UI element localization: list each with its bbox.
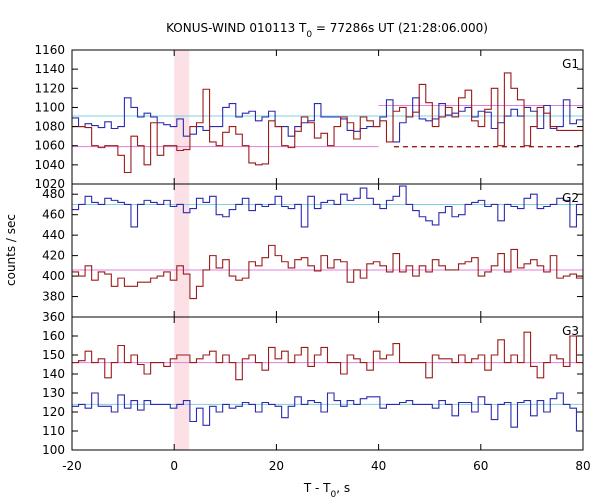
y-tick-label: 360 [42, 310, 65, 324]
y-tick-label: 1060 [34, 139, 65, 153]
panel-label: G1 [562, 57, 579, 71]
y-tick-label: 130 [42, 386, 65, 400]
panel-label: G3 [562, 324, 579, 338]
y-tick-label: 1020 [34, 177, 65, 191]
y-tick-label: 480 [42, 187, 65, 201]
panel-g1: 1020 1040 1060 1080 1100 1120 1140 1160 G1 [34, 43, 584, 191]
series-red-step-line [72, 244, 583, 300]
y-tick-label: 150 [42, 348, 65, 362]
highlight-band-rect [174, 50, 190, 450]
y-tick-label: 460 [42, 208, 65, 222]
x-tick-label: 20 [269, 459, 284, 473]
panel-g2: 360 380 400 420 440 460 480 G2 [42, 183, 584, 324]
y-tick-label: 1080 [34, 120, 65, 134]
panel-label: G2 [562, 191, 579, 205]
y-tick-label: 1160 [34, 43, 65, 57]
y-tick-label: 1100 [34, 100, 65, 114]
series-blue-step-line [72, 392, 583, 432]
panels: 10201040106010801100112011401160G1360380… [34, 43, 590, 473]
y-tick-label: 400 [42, 269, 65, 283]
x-tick-label: -20 [62, 459, 82, 473]
panel-frame [71, 316, 584, 451]
x-axis-label: T - T0, s [303, 481, 350, 500]
y-tick-label: 100 [42, 443, 65, 457]
series-blue-step-line [72, 185, 583, 228]
x-tick-label: 40 [371, 459, 386, 473]
highlight-band [174, 50, 190, 450]
x-tick-label: 60 [473, 459, 488, 473]
chart-title: KONUS-WIND 010113 T0 = 77286s UT (21:28:… [166, 21, 488, 40]
y-tick-label: 420 [42, 249, 65, 263]
y-tick-label: 1040 [34, 158, 65, 172]
y-tick-label: 140 [42, 367, 65, 381]
y-tick-label: 380 [42, 290, 65, 304]
x-tick-label: 80 [575, 459, 590, 473]
y-axis-label: counts / sec [4, 214, 18, 286]
x-tick-label: 0 [170, 459, 178, 473]
y-tick-label: 1140 [34, 62, 65, 76]
y-tick-label: 1120 [34, 81, 65, 95]
series-red-step-line [72, 72, 583, 174]
y-tick-label: 160 [42, 329, 65, 343]
panel-g3: 100 110 120 130 140 150 160 G3 [42, 316, 584, 457]
y-tick-label: 120 [42, 405, 65, 419]
series-red-step-line [72, 331, 583, 381]
y-tick-label: 440 [42, 228, 65, 242]
y-tick-label: 110 [42, 424, 65, 438]
x-tick-labels: -20 0 20 40 60 80 [62, 459, 590, 473]
